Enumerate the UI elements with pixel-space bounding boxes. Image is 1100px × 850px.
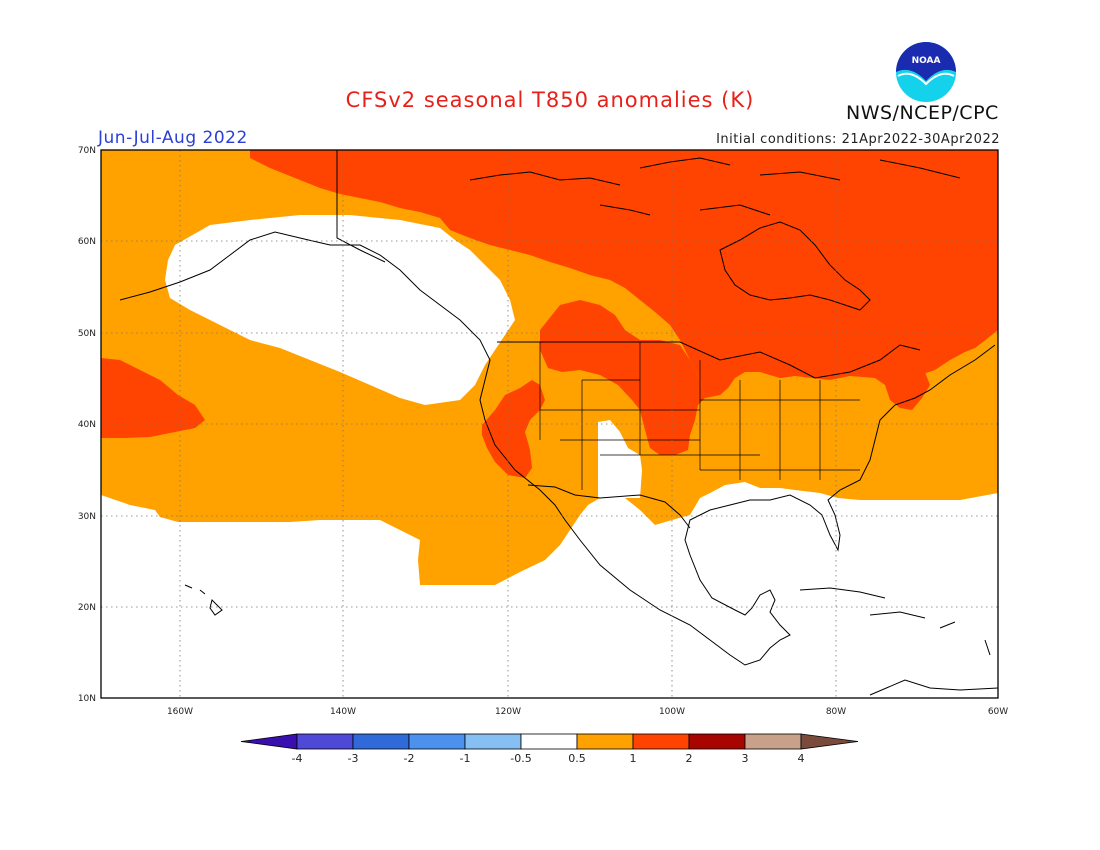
- hudson-bay-coastline: [719, 221, 871, 311]
- colorbar-bin: [520, 733, 578, 750]
- season-label: Jun-Jul-Aug 2022: [98, 128, 248, 148]
- colorbar-tick-label: -1: [460, 752, 471, 765]
- colorbar-bin: [688, 733, 746, 750]
- colorbar-bin: [352, 733, 410, 750]
- org-label: NWS/NCEP/CPC: [846, 102, 999, 124]
- graticule-layer: [101, 150, 998, 698]
- us-mexico-border: [527, 484, 691, 529]
- colorbar-tick-label: -2: [404, 752, 415, 765]
- colorbar-tick-label: 3: [742, 752, 749, 765]
- longitude-label: 60W: [988, 707, 1008, 717]
- colorbar-tick-label: 4: [798, 752, 805, 765]
- longitude-label: 140W: [330, 707, 356, 717]
- caribbean-islands: [799, 587, 999, 696]
- longitude-labels: 160W 140W 120W 100W 80W 60W: [167, 707, 1008, 717]
- colorbar-bin: [576, 733, 634, 750]
- map-title: CFSv2 seasonal T850 anomalies (K): [345, 88, 755, 112]
- longitude-label: 120W: [495, 707, 521, 717]
- longitude-label: 100W: [659, 707, 685, 717]
- colorbar-tick-label: 2: [686, 752, 693, 765]
- coastline-layer: [119, 150, 999, 696]
- initial-conditions-label: Initial conditions: 21Apr2022-30Apr2022: [716, 132, 1000, 147]
- svg-text:NOAA: NOAA: [912, 56, 941, 66]
- colorbar-bin: [464, 733, 522, 750]
- longitude-label: 80W: [826, 707, 846, 717]
- anomaly-region-red-pacific: [101, 358, 205, 438]
- anomaly-field-layer: [101, 150, 998, 585]
- colorbar-low-arrow: [240, 733, 298, 750]
- latitude-label: 50N: [78, 329, 96, 339]
- colorbar-bin: [632, 733, 690, 750]
- colorbar-tick-label: -3: [348, 752, 359, 765]
- us-state-borders: [539, 342, 860, 490]
- north-america-coastline: [119, 231, 996, 666]
- latitude-label: 40N: [78, 420, 96, 430]
- anomaly-region-red-west: [482, 380, 545, 478]
- map-frame: [100, 149, 999, 699]
- latitude-label: 10N: [78, 694, 96, 704]
- us-canada-border: [497, 341, 921, 379]
- latitude-label: 70N: [78, 146, 96, 156]
- colorbar-bin: [408, 733, 466, 750]
- latitude-label: 60N: [78, 237, 96, 247]
- latitude-labels: 70N 60N 50N 40N 30N 20N 10N: [78, 146, 96, 704]
- colorbar-bin: [744, 733, 802, 750]
- colorbar-high-arrow: [800, 733, 859, 750]
- latitude-label: 20N: [78, 603, 96, 613]
- longitude-label: 160W: [167, 707, 193, 717]
- anomaly-region-red-north: [250, 150, 998, 408]
- noaa-logo-icon: NOAA: [896, 42, 956, 102]
- anomaly-region-white-southwest: [598, 420, 642, 498]
- anomaly-region-white-southeast: [720, 485, 840, 520]
- anomaly-region-red-central: [540, 300, 705, 455]
- colorbar-tick-label: -4: [292, 752, 303, 765]
- colorbar-tick-label: -0.5: [510, 752, 531, 765]
- colorbar-bin: [296, 733, 354, 750]
- anomaly-region-white-alaska: [165, 215, 515, 405]
- colorbar-tick-label: 0.5: [568, 752, 586, 765]
- arctic-islands-coastline: [469, 157, 961, 216]
- colorbar: -4 -3 -2 -1 -0.5 0.5 1 2 3 4: [240, 733, 859, 765]
- alaska-canada-border: [336, 150, 386, 263]
- hawaii-islands: [184, 584, 223, 616]
- latitude-label: 30N: [78, 512, 96, 522]
- colorbar-tick-label: 1: [630, 752, 637, 765]
